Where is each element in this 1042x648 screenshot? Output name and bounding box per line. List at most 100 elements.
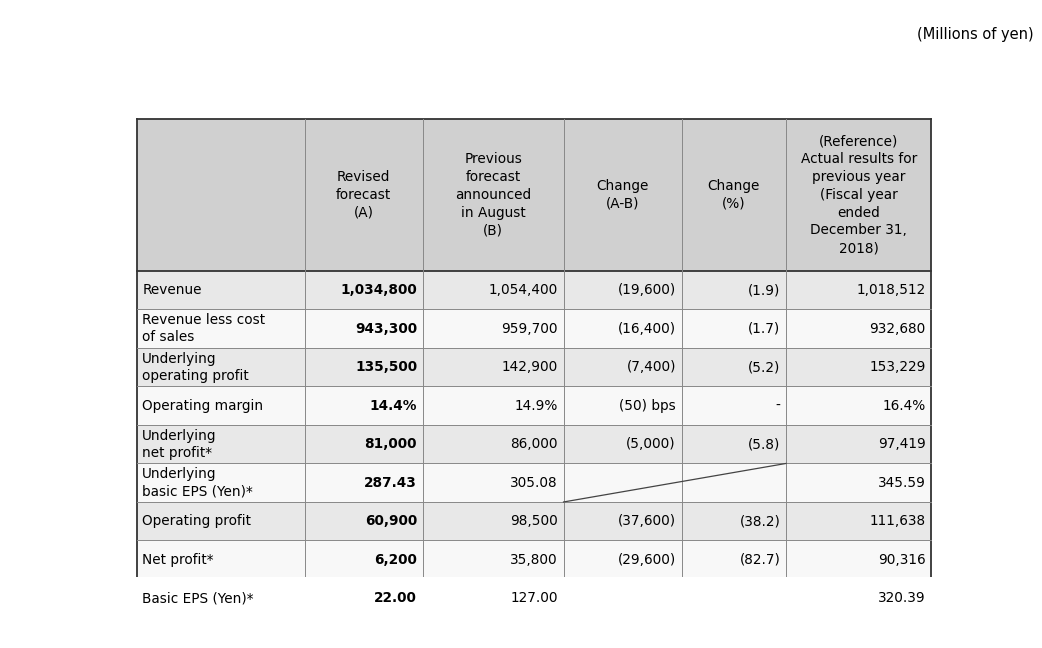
Bar <box>786 386 932 425</box>
Bar <box>423 119 564 271</box>
Text: 320.39: 320.39 <box>878 591 925 605</box>
Text: 111,638: 111,638 <box>870 515 925 528</box>
Bar <box>304 540 423 579</box>
Bar <box>786 463 932 502</box>
Bar <box>564 119 681 271</box>
Text: Revised
forecast
(A): Revised forecast (A) <box>337 170 392 220</box>
Bar <box>304 463 423 502</box>
Bar <box>137 502 304 540</box>
Text: Change
(%): Change (%) <box>708 179 760 211</box>
Bar <box>423 271 564 309</box>
Bar <box>137 309 304 348</box>
Text: Net profit*: Net profit* <box>143 553 214 567</box>
Text: (82.7): (82.7) <box>740 553 780 567</box>
Bar <box>564 309 681 348</box>
Text: 14.9%: 14.9% <box>515 399 557 413</box>
Bar <box>423 463 564 502</box>
Bar <box>304 119 423 271</box>
Text: 1,034,800: 1,034,800 <box>341 283 417 297</box>
Bar <box>564 425 681 463</box>
Text: 1,054,400: 1,054,400 <box>489 283 557 297</box>
Bar <box>423 540 564 579</box>
Bar <box>423 309 564 348</box>
Text: (Millions of yen): (Millions of yen) <box>917 27 1034 42</box>
Text: (37,600): (37,600) <box>618 515 676 528</box>
Text: Underlying
operating profit: Underlying operating profit <box>143 351 249 383</box>
Bar <box>423 348 564 386</box>
Text: 90,316: 90,316 <box>878 553 925 567</box>
Bar <box>137 579 304 618</box>
Bar <box>564 348 681 386</box>
Bar <box>564 540 681 579</box>
Text: 943,300: 943,300 <box>355 321 417 336</box>
Text: Revenue less cost
of sales: Revenue less cost of sales <box>143 313 266 344</box>
Bar <box>786 309 932 348</box>
Text: 127.00: 127.00 <box>511 591 557 605</box>
Bar <box>786 119 932 271</box>
Text: 35,800: 35,800 <box>511 553 557 567</box>
Bar <box>423 386 564 425</box>
Bar <box>304 309 423 348</box>
Text: (5.8): (5.8) <box>748 437 780 451</box>
Text: 1,018,512: 1,018,512 <box>857 283 925 297</box>
Text: 305.08: 305.08 <box>511 476 557 490</box>
Text: Revenue: Revenue <box>143 283 202 297</box>
Bar <box>681 502 786 540</box>
Text: (5,000): (5,000) <box>626 437 676 451</box>
Text: 97,419: 97,419 <box>878 437 925 451</box>
Bar <box>681 309 786 348</box>
Text: (16,400): (16,400) <box>618 321 676 336</box>
Bar <box>681 271 786 309</box>
Text: Underlying
net profit*: Underlying net profit* <box>143 428 217 460</box>
Bar <box>681 463 786 502</box>
Bar <box>304 348 423 386</box>
Bar <box>423 502 564 540</box>
Text: 153,229: 153,229 <box>869 360 925 374</box>
Bar <box>786 540 932 579</box>
Bar <box>681 348 786 386</box>
Bar <box>304 271 423 309</box>
Bar <box>786 579 932 618</box>
Text: (5.2): (5.2) <box>748 360 780 374</box>
Text: (Reference)
Actual results for
previous year
(Fiscal year
ended
December 31,
201: (Reference) Actual results for previous … <box>800 134 917 255</box>
Text: 287.43: 287.43 <box>365 476 417 490</box>
Text: 81,000: 81,000 <box>365 437 417 451</box>
Bar <box>786 271 932 309</box>
Text: (19,600): (19,600) <box>618 283 676 297</box>
Text: Basic EPS (Yen)*: Basic EPS (Yen)* <box>143 591 254 605</box>
Bar <box>786 502 932 540</box>
Text: 60,900: 60,900 <box>365 515 417 528</box>
Text: 22.00: 22.00 <box>374 591 417 605</box>
Text: 16.4%: 16.4% <box>883 399 925 413</box>
Bar <box>304 386 423 425</box>
Text: Previous
forecast
announced
in August
(B): Previous forecast announced in August (B… <box>455 152 531 237</box>
Bar <box>137 463 304 502</box>
Text: Change
(A-B): Change (A-B) <box>596 179 649 211</box>
Text: 98,500: 98,500 <box>511 515 557 528</box>
Bar <box>681 119 786 271</box>
Text: Underlying
basic EPS (Yen)*: Underlying basic EPS (Yen)* <box>143 467 253 498</box>
Bar <box>304 425 423 463</box>
Bar <box>681 386 786 425</box>
Text: 6,200: 6,200 <box>374 553 417 567</box>
Text: Operating margin: Operating margin <box>143 399 264 413</box>
Text: 135,500: 135,500 <box>355 360 417 374</box>
Text: 142,900: 142,900 <box>501 360 557 374</box>
Bar <box>564 271 681 309</box>
Text: (29,600): (29,600) <box>618 553 676 567</box>
Bar <box>564 463 681 502</box>
Bar <box>137 119 304 271</box>
Bar <box>423 425 564 463</box>
Bar <box>786 425 932 463</box>
Bar <box>564 502 681 540</box>
Bar <box>681 540 786 579</box>
Bar <box>564 579 681 618</box>
Bar <box>564 386 681 425</box>
Bar <box>681 579 786 618</box>
Bar <box>137 425 304 463</box>
Text: 932,680: 932,680 <box>869 321 925 336</box>
Text: (1.9): (1.9) <box>748 283 780 297</box>
Bar <box>786 348 932 386</box>
Text: 345.59: 345.59 <box>877 476 925 490</box>
Bar <box>423 579 564 618</box>
